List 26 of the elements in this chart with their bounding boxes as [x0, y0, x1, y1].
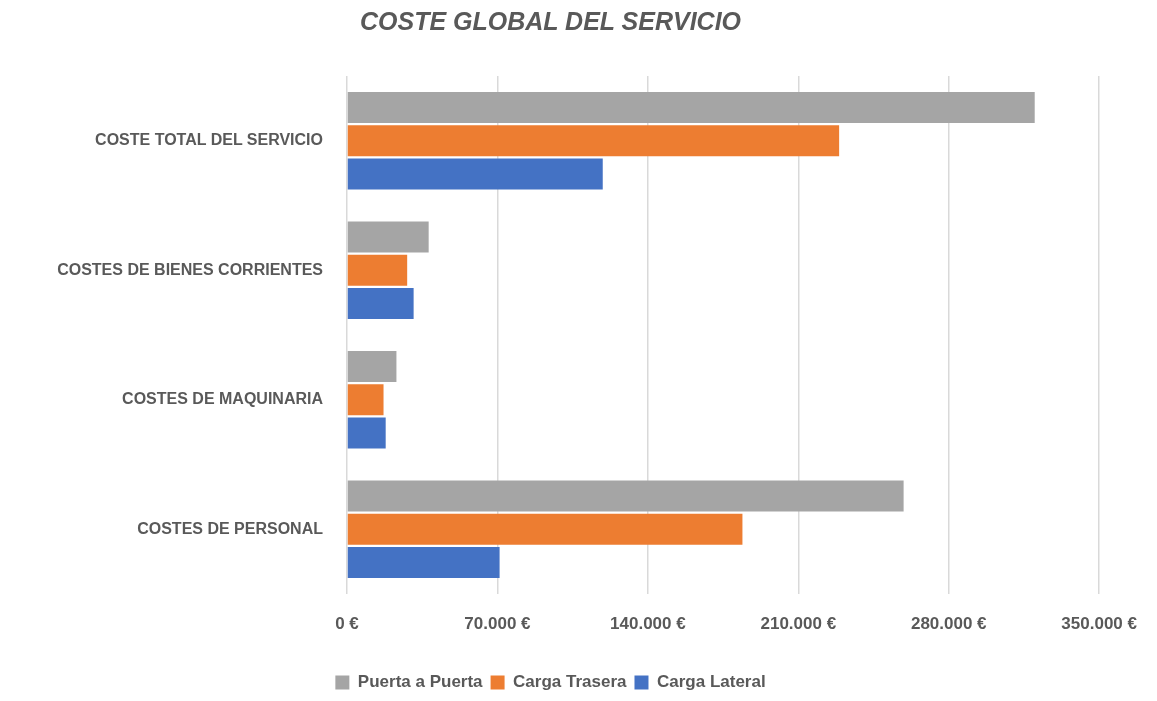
x-tick-label: 280.000 € [910, 613, 988, 633]
x-tick-label: 70.000 € [464, 613, 532, 633]
legend-label: Carga Lateral [656, 672, 766, 692]
bar [347, 417, 386, 449]
bar [347, 158, 603, 190]
bar [347, 513, 743, 545]
x-tick-label: 140.000 € [610, 613, 687, 633]
legend-label: Puerta a Puerta [357, 672, 484, 692]
y-tick-label: COSTES DE BIENES CORRIENTES [57, 260, 324, 278]
bar [347, 547, 500, 578]
y-tick-label: COSTE TOTAL DEL SERVICIO [95, 131, 323, 149]
bar [347, 92, 1035, 123]
y-tick-label: COSTES DE MAQUINARIA [122, 390, 324, 408]
x-tick-label: 350.000 € [1061, 613, 1138, 633]
bar [347, 125, 840, 157]
bar [347, 254, 408, 286]
x-tick-label: 210.000 € [760, 613, 837, 633]
x-tick-label: 0 € [335, 613, 360, 633]
y-tick-label: COSTES DE PERSONAL [137, 519, 324, 537]
bar [347, 288, 414, 319]
bar [347, 480, 904, 512]
bar [347, 351, 397, 382]
chart-title: COSTE GLOBAL DEL SERVICIO [359, 6, 742, 35]
bar [347, 221, 429, 253]
legend-label: Carga Trasera [513, 672, 628, 692]
bar [347, 384, 384, 416]
